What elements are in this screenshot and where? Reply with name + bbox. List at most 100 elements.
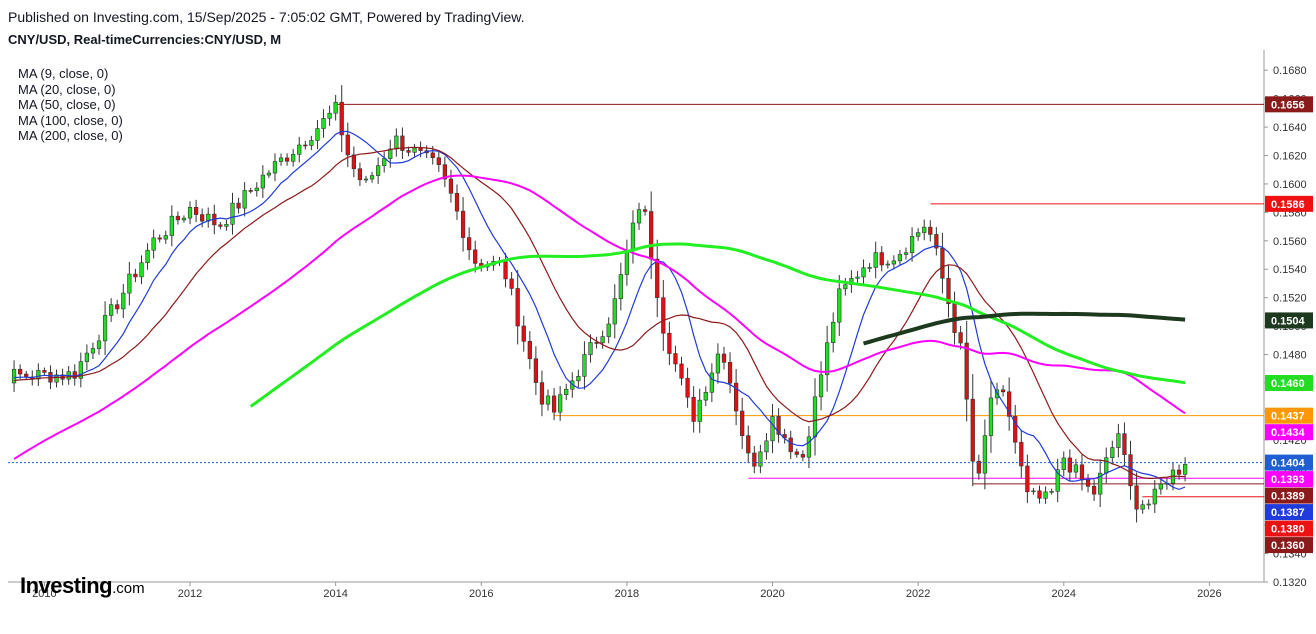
indicator-ma20-label[interactable]: MA (20, close, 0) bbox=[18, 81, 116, 97]
candle-body bbox=[1061, 457, 1066, 470]
candle-body bbox=[357, 168, 363, 181]
candle-body bbox=[242, 190, 247, 209]
price-tag-bg bbox=[1265, 312, 1313, 329]
candle-body bbox=[733, 382, 739, 412]
candle-body bbox=[624, 250, 630, 275]
candle-body bbox=[42, 370, 47, 373]
candle-body bbox=[594, 342, 599, 344]
candle-body bbox=[612, 298, 617, 325]
candle-body bbox=[539, 382, 545, 405]
candle-body bbox=[794, 451, 799, 455]
investing-logo: Investing.com bbox=[20, 573, 145, 599]
candle-body bbox=[825, 342, 830, 376]
candle-body bbox=[266, 172, 272, 176]
price-tag-bg bbox=[1265, 407, 1313, 424]
indicator-legend: MA (9, close, 0) MA (20, close, 0) MA (5… bbox=[18, 66, 123, 144]
indicator-ma200-label[interactable]: MA (200, close, 0) bbox=[18, 128, 123, 143]
candle-body bbox=[1019, 441, 1024, 467]
candle-body bbox=[333, 101, 338, 114]
price-tag-label: 0.1586 bbox=[1271, 199, 1305, 211]
candle-body bbox=[272, 161, 278, 174]
x-tick-label: 2026 bbox=[1197, 588, 1221, 600]
candle-body bbox=[248, 190, 253, 192]
published-info: Published on Investing.com, 15/Sep/2025 … bbox=[8, 9, 525, 25]
candle-body bbox=[187, 207, 193, 219]
candle-body bbox=[363, 178, 369, 181]
candle-body bbox=[788, 437, 793, 453]
candle-body bbox=[11, 368, 17, 384]
candle-body bbox=[351, 154, 356, 170]
candle-body bbox=[369, 175, 375, 180]
candle-body bbox=[521, 325, 526, 342]
y-tick-label: 0.1640 bbox=[1273, 122, 1307, 134]
candle-body bbox=[891, 260, 896, 265]
candle-body bbox=[297, 144, 302, 155]
candle-body bbox=[934, 234, 939, 249]
candle-body bbox=[1104, 457, 1109, 474]
price-tag-bg bbox=[1265, 96, 1313, 113]
candle-body bbox=[84, 352, 89, 362]
y-tick-label: 0.1320 bbox=[1273, 577, 1307, 589]
candle-body bbox=[873, 252, 878, 268]
y-tick-label: 0.1560 bbox=[1273, 236, 1307, 248]
candle-body bbox=[503, 261, 508, 280]
candle-body bbox=[727, 362, 733, 384]
x-tick-label: 2016 bbox=[469, 588, 493, 600]
candle-body bbox=[454, 192, 460, 212]
price-tag-bg bbox=[1265, 454, 1313, 471]
candle-body bbox=[157, 237, 162, 240]
candle-body bbox=[551, 395, 557, 413]
price-tag-label: 0.1389 bbox=[1271, 491, 1305, 503]
candle-body bbox=[278, 157, 284, 162]
candle-body bbox=[606, 323, 611, 337]
indicator-ma100-label[interactable]: MA (100, close, 0) bbox=[18, 112, 123, 128]
candle-body bbox=[655, 258, 660, 298]
indicator-ma9-label[interactable]: MA (9, close, 0) bbox=[18, 66, 109, 81]
candle-body bbox=[1183, 464, 1188, 475]
candle-body bbox=[831, 321, 836, 343]
candle-body bbox=[388, 148, 393, 159]
price-tag-label: 0.1393 bbox=[1271, 474, 1305, 486]
candle-body bbox=[916, 232, 921, 237]
candle-body bbox=[679, 363, 684, 379]
candle-body bbox=[642, 209, 648, 212]
y-tick-label: 0.1600 bbox=[1273, 179, 1307, 191]
candle-body bbox=[133, 273, 138, 278]
ma-100-line bbox=[249, 242, 1186, 408]
candle-body bbox=[1025, 465, 1030, 493]
candle-body bbox=[1176, 469, 1182, 475]
candle-body bbox=[976, 460, 981, 474]
price-tag-label: 0.1437 bbox=[1271, 411, 1305, 423]
candle-body bbox=[776, 416, 781, 435]
x-tick-label: 2010 bbox=[32, 588, 56, 600]
candle-body bbox=[812, 396, 818, 438]
price-tag-label: 0.1360 bbox=[1271, 540, 1305, 552]
candle-body bbox=[406, 150, 411, 153]
indicator-ma50-label[interactable]: MA (50, close, 0) bbox=[18, 97, 116, 112]
candle-body bbox=[1007, 391, 1012, 417]
candle-body bbox=[1013, 416, 1018, 443]
candle-body bbox=[115, 304, 120, 310]
candle-body bbox=[169, 215, 174, 236]
candle-body bbox=[460, 210, 466, 238]
candle-body bbox=[24, 373, 29, 378]
candle-body bbox=[1091, 485, 1097, 495]
candle-body bbox=[1079, 464, 1085, 481]
price-tag-bg bbox=[1265, 504, 1313, 521]
candle-body bbox=[412, 147, 417, 153]
brand-name: Investing bbox=[20, 573, 113, 598]
y-tick-label: 0.1680 bbox=[1273, 65, 1307, 77]
candle-body bbox=[1085, 479, 1091, 487]
candle-body bbox=[558, 394, 563, 413]
candle-body bbox=[709, 372, 714, 393]
candle-body bbox=[315, 128, 320, 141]
price-tag-label: 0.1504 bbox=[1271, 315, 1306, 327]
candle-body bbox=[121, 292, 126, 310]
price-tag-bg bbox=[1265, 487, 1313, 504]
candle-body bbox=[964, 342, 969, 400]
candle-body bbox=[1031, 490, 1036, 493]
candle-body bbox=[436, 157, 441, 165]
candle-body bbox=[618, 274, 623, 299]
x-tick-label: 2018 bbox=[615, 588, 639, 600]
